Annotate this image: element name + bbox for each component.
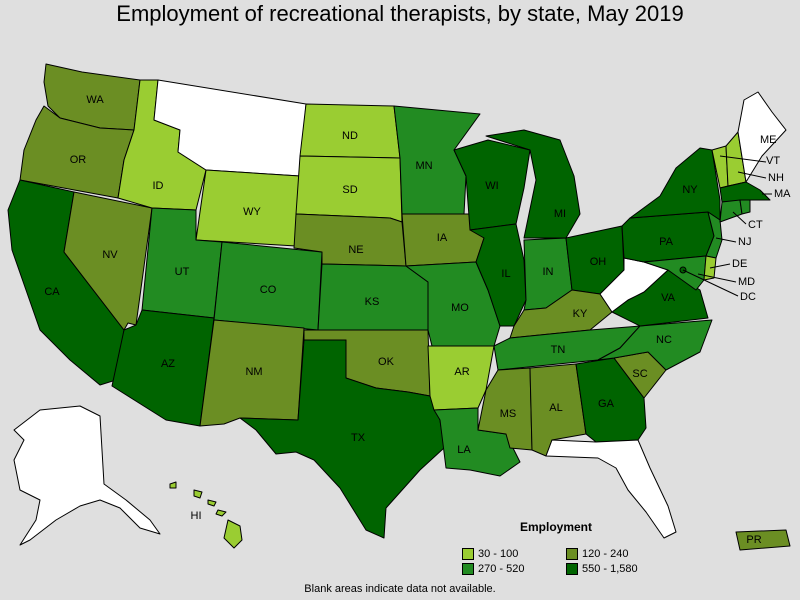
label-TN: TN [551, 344, 566, 356]
legend-swatch [566, 563, 578, 575]
label-VA: VA [661, 292, 676, 304]
label-ND: ND [342, 130, 358, 142]
legend-item-270-520: 270 - 520 [462, 563, 566, 575]
label-KS: KS [365, 296, 380, 308]
label-TX: TX [351, 432, 366, 444]
label-AR: AR [454, 366, 469, 378]
label-NM: NM [245, 366, 262, 378]
state-TX[interactable] [239, 339, 445, 539]
label-DE: DE [732, 258, 747, 270]
state-CT[interactable] [719, 199, 743, 223]
label-SD: SD [342, 184, 357, 196]
label-HI: HI [191, 510, 202, 522]
label-OH: OH [590, 256, 607, 268]
label-GA: GA [598, 398, 615, 410]
label-PR: PR [746, 534, 761, 546]
label-OK: OK [378, 356, 395, 368]
external-labels: VT NH MA CT NJ DE MD DC ME [682, 134, 791, 303]
label-UT: UT [175, 266, 190, 278]
label-MD: MD [738, 276, 755, 288]
label-OR: OR [70, 154, 87, 166]
map-title: Employment of recreational therapists, b… [116, 1, 684, 26]
state-PR[interactable] [735, 529, 791, 551]
label-AL: AL [549, 402, 562, 414]
label-KY: KY [573, 308, 588, 320]
label-IA: IA [437, 232, 448, 244]
state-FL[interactable] [545, 439, 677, 539]
label-VT: VT [766, 155, 780, 167]
label-ME: ME [760, 134, 777, 146]
state-RI[interactable] [739, 199, 751, 215]
label-CA: CA [44, 286, 60, 298]
label-NV: NV [102, 249, 118, 261]
state-IL[interactable] [469, 223, 527, 327]
label-MN: MN [415, 160, 432, 172]
label-NJ: NJ [738, 236, 751, 248]
state-NC[interactable] [597, 319, 713, 371]
label-AZ: AZ [161, 358, 175, 370]
state-MN[interactable] [393, 105, 481, 215]
state-MI[interactable] [485, 129, 581, 239]
label-MO: MO [451, 302, 469, 314]
label-DC: DC [740, 291, 756, 303]
label-NY: NY [682, 184, 698, 196]
legend-swatch [462, 563, 474, 575]
legend-item-120-240: 120 - 240 [566, 548, 676, 560]
label-ID: ID [153, 180, 164, 192]
legend-title: Employment [520, 520, 593, 534]
legend-swatch [462, 548, 474, 560]
label-LA: LA [457, 444, 471, 456]
state-NY[interactable] [629, 147, 721, 221]
legend-swatch [566, 548, 578, 560]
label-MI: MI [554, 208, 566, 220]
label-NH: NH [768, 172, 784, 184]
label-IN: IN [543, 266, 554, 278]
label-PA: PA [659, 236, 674, 248]
label-WY: WY [243, 206, 261, 218]
label-IL: IL [501, 268, 510, 280]
label-CT: CT [748, 219, 763, 231]
state-HI[interactable] [169, 481, 243, 549]
label-NE: NE [348, 244, 363, 256]
label-WI: WI [485, 180, 498, 192]
legend-item-30-100: 30 - 100 [462, 548, 566, 560]
state-WI[interactable] [453, 139, 531, 231]
state-LA[interactable] [433, 407, 521, 477]
label-WA: WA [86, 94, 104, 106]
footnote: Blank areas indicate data not available. [304, 583, 496, 595]
legend-item-550-1580: 550 - 1,580 [566, 563, 676, 575]
state-MD[interactable] [643, 255, 707, 291]
label-CO: CO [260, 284, 277, 296]
label-MS: MS [500, 408, 517, 420]
label-MA: MA [774, 188, 791, 200]
label-SC: SC [632, 368, 647, 380]
legend: Employment 30 - 100 120 - 240 270 - 520 … [462, 520, 682, 575]
state-AK[interactable] [13, 405, 161, 546]
label-NC: NC [656, 334, 672, 346]
